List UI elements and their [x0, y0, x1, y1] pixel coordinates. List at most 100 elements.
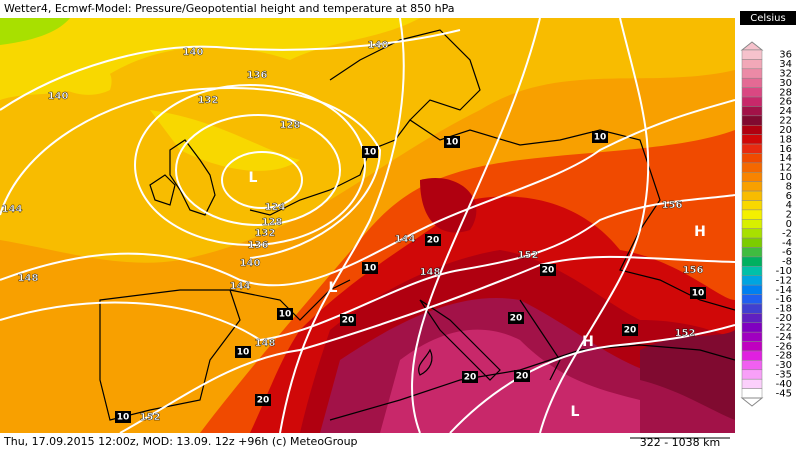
temperature-label: 10: [237, 348, 250, 358]
isobar-label: 156: [683, 265, 704, 276]
temperature-label: 10: [279, 310, 292, 320]
legend-swatch: [741, 388, 763, 399]
legend-title: Celsius: [750, 13, 785, 24]
legend-label: 16: [779, 144, 792, 155]
legend-label: -8: [782, 257, 792, 268]
pressure-center: L: [571, 404, 580, 420]
temperature-label-box: [115, 411, 131, 423]
isobar-label: 124: [265, 202, 286, 213]
temperature-label: 20: [257, 396, 270, 406]
temperature-label: 20: [542, 266, 555, 276]
legend-swatch: [741, 87, 763, 98]
legend-label: 0: [786, 219, 792, 230]
legend-label: 26: [779, 97, 792, 108]
pressure-center: L: [249, 170, 258, 186]
legend-swatch: [741, 322, 763, 333]
legend-label: -40: [776, 379, 792, 390]
temperature-label-box: [690, 287, 706, 299]
isobar-label: 144: [2, 204, 23, 215]
legend-label: -45: [776, 388, 792, 399]
legend-swatch: [741, 115, 763, 126]
legend-swatch: [741, 247, 763, 258]
temperature-label: 10: [364, 264, 377, 274]
legend-label: 34: [779, 59, 792, 70]
legend-arrow-bottom: [740, 397, 764, 407]
isobar-label: 140: [368, 40, 389, 51]
temperature-label: 20: [342, 316, 355, 326]
legend-label: -30: [776, 360, 792, 371]
isobar-label: 128: [262, 217, 283, 228]
legend-swatch: [741, 266, 763, 276]
legend-label: -2: [782, 228, 792, 239]
legend-label: -14: [776, 285, 792, 296]
legend-label: 24: [779, 106, 792, 117]
pressure-center: H: [694, 224, 706, 240]
temperature-label: 20: [510, 314, 523, 324]
legend-label: 32: [779, 69, 792, 80]
temperature-label: 10: [364, 148, 377, 158]
legend-swatch: [741, 360, 763, 371]
temperature-label-box: [622, 324, 638, 336]
temperature-label: 20: [427, 236, 440, 246]
header-title: Wetter4, Ecmwf-Model: Pressure/Geopotent…: [4, 2, 455, 15]
legend-label: -6: [782, 247, 792, 258]
legend-swatch: [741, 209, 763, 220]
temperature-label: 20: [624, 326, 637, 336]
legend-label: 6: [786, 191, 792, 202]
temperature-label: 10: [446, 138, 459, 148]
legend-label: 18: [779, 134, 792, 145]
legend-label: -22: [776, 322, 792, 333]
legend-label: 30: [779, 78, 792, 89]
legend-label: -4: [782, 238, 792, 249]
legend-label: -12: [776, 275, 792, 286]
legend-swatch: [741, 284, 763, 295]
temperature-label-box: [235, 346, 251, 358]
legend-title-box: [740, 11, 796, 25]
legend-label: -16: [776, 294, 792, 305]
map-labels: 1401401401361321281241281321361401441441…: [1, 40, 706, 423]
legend-swatch: [741, 153, 763, 164]
legend-swatch: [741, 313, 763, 324]
legend-swatch: [741, 275, 763, 286]
legend-swatch: [741, 143, 763, 154]
legend-label: 14: [779, 153, 792, 164]
legend-label: -10: [776, 266, 792, 277]
isobar-label: 148: [255, 338, 276, 349]
temperature-label-box: [362, 146, 378, 158]
legend-swatch: [741, 350, 763, 361]
legend-swatch: [741, 134, 763, 145]
legend-swatch: [741, 96, 763, 107]
legend-swatch: [741, 106, 763, 117]
temperature-label: 10: [692, 289, 705, 299]
legend-swatch: [741, 256, 763, 267]
legend-swatch: [741, 237, 763, 248]
temperature-label: 10: [594, 133, 607, 143]
isobar-label: 156: [662, 200, 683, 211]
legend-swatch: [741, 294, 763, 305]
legend-label: 22: [779, 116, 792, 127]
legend-label: -26: [776, 341, 792, 352]
legend-label: 36: [779, 50, 792, 61]
temperature-label: 10: [117, 413, 130, 423]
temperature-label-box: [255, 394, 271, 406]
legend-label: 2: [786, 210, 792, 221]
isobar-label: 152: [518, 250, 539, 261]
legend-swatch: [741, 124, 763, 135]
legend-swatch: [741, 59, 763, 70]
isobar-label: 152: [140, 412, 161, 423]
legend-label: 20: [779, 125, 792, 136]
isobar-label: 128: [280, 120, 301, 131]
legend-label: 28: [779, 87, 792, 98]
legend-swatch: [741, 77, 763, 88]
legend-label: -28: [776, 351, 792, 362]
temperature-label-box: [277, 308, 293, 320]
legend-swatch: [741, 49, 763, 60]
temperature-label-box: [508, 312, 524, 324]
legend-label: -18: [776, 304, 792, 315]
legend-swatch: [741, 190, 763, 201]
legend-swatch: [741, 172, 763, 182]
legend-swatch: [741, 219, 763, 229]
legend-swatch: [741, 200, 763, 211]
legend-label: 4: [786, 200, 792, 211]
